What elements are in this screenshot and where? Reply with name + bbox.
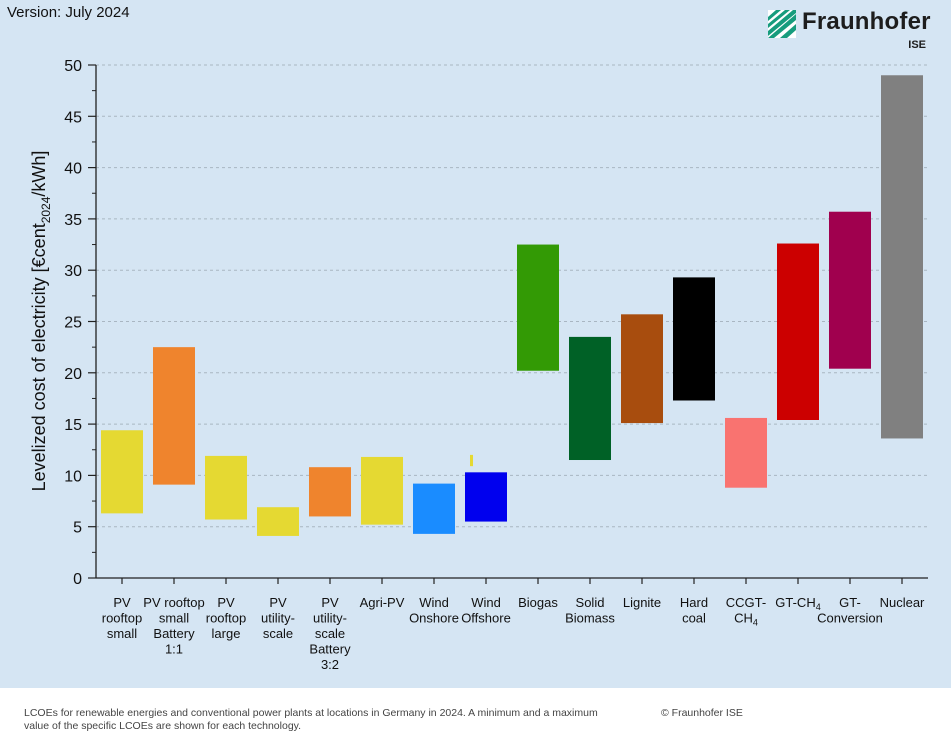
y-axis-label: Levelized cost of electricity [€cent2024… <box>29 151 53 492</box>
category-label: CCGT-CH4​ <box>726 595 766 628</box>
category-label: Biogas <box>518 595 558 610</box>
category-label-line: scale <box>263 626 293 641</box>
range-bar <box>153 347 195 485</box>
category-label: PV utility-scale <box>261 595 295 641</box>
range-bar <box>205 455 247 520</box>
category-label: GT-CH4​ <box>775 595 820 612</box>
category-label-line: Biomass <box>565 611 615 626</box>
category-label-line: Wind <box>471 595 501 610</box>
category-label: Solid Biomass <box>565 595 615 626</box>
range-bar <box>725 417 767 488</box>
category-label: Wind Offshore <box>461 595 511 626</box>
fraunhofer-logo-icon <box>768 10 796 38</box>
range-bar <box>517 244 559 371</box>
footer: LCOEs for renewable energies and convent… <box>0 688 951 735</box>
offshore-marker <box>470 454 473 467</box>
category-label-line: rooftop <box>206 611 246 626</box>
axes: 0 5 10 15 20 25 30 35 40 45 50 <box>64 58 928 588</box>
y-tick-label: 0 <box>73 571 82 588</box>
logo-subtitle: ISE <box>908 39 926 51</box>
category-label-line: Nuclear <box>880 595 925 610</box>
fraunhofer-logo: Fraunhofer ISE <box>768 8 931 54</box>
category-label-line: small <box>159 611 189 626</box>
category-label-line: CCGT- <box>726 595 766 610</box>
category-label: PV rooftop small <box>102 595 142 641</box>
category-label-line: small <box>107 626 137 641</box>
category-label-line: Wind <box>419 595 449 610</box>
category-label-line: PV <box>269 595 287 610</box>
category-label: Wind Onshore <box>409 595 459 626</box>
range-bar <box>257 507 299 536</box>
y-tick-label: 35 <box>64 212 82 229</box>
range-bar <box>621 314 663 424</box>
category-label-line: Battery <box>309 642 351 657</box>
figure-caption: LCOEs for renewable energies and convent… <box>24 707 598 732</box>
category-label-line: 3:2 <box>321 657 339 672</box>
y-tick-label: 40 <box>64 161 82 178</box>
category-label: GT-Conversion <box>817 595 883 626</box>
category-label: Lignite <box>623 595 661 610</box>
category-label: Agri-PV <box>360 595 405 610</box>
y-tick-label: 45 <box>64 109 82 126</box>
range-bar <box>829 211 871 369</box>
grid-lines <box>96 64 928 528</box>
range-bar <box>881 75 923 439</box>
y-tick-label: 5 <box>73 520 82 537</box>
bars <box>101 75 923 536</box>
category-label: PV utility-scale Battery 3:2 <box>309 595 351 672</box>
category-label: Hard coal <box>680 595 708 626</box>
category-label-line: CH4​ <box>734 611 758 628</box>
category-label: PV rooftop large <box>206 595 246 641</box>
category-label-line: 1:1 <box>165 642 183 657</box>
category-label-line: Biogas <box>518 595 558 610</box>
category-label-line: scale <box>315 626 345 641</box>
range-bar <box>465 472 507 522</box>
category-label-line: rooftop <box>102 611 142 626</box>
category-label-line: Lignite <box>623 595 661 610</box>
figure-panel: Version: July 2024 Fraunhofer ISE 0 5 10 15… <box>0 0 951 688</box>
category-label-line: coal <box>682 611 706 626</box>
category-label: PV rooftop small Battery 1:1 <box>143 595 204 657</box>
version-label: Version: July 2024 <box>7 4 130 21</box>
category-label-line: Agri-PV <box>360 595 405 610</box>
category-label-line: PV <box>321 595 339 610</box>
category-label-line: Hard <box>680 595 708 610</box>
category-label-line: PV rooftop <box>143 595 204 610</box>
copyright-notice: © Fraunhofer ISE <box>661 707 743 719</box>
logo-wordmark: Fraunhofer <box>802 8 931 35</box>
category-label-line: utility- <box>313 611 347 626</box>
category-label: Nuclear <box>880 595 925 610</box>
y-tick-label: 10 <box>64 468 82 485</box>
y-tick-label: 20 <box>64 366 82 383</box>
y-tick-label: 30 <box>64 263 82 280</box>
range-bar <box>309 467 351 517</box>
range-bar <box>101 430 143 514</box>
category-label-line: large <box>212 626 241 641</box>
y-tick-label: 50 <box>64 58 82 75</box>
category-label-line: Conversion <box>817 611 883 626</box>
range-bar <box>673 277 715 401</box>
category-label-line: Solid <box>576 595 605 610</box>
range-bar <box>569 336 611 461</box>
category-label-line: Offshore <box>461 611 511 626</box>
range-bar <box>413 483 455 534</box>
category-label-line: GT- <box>839 595 861 610</box>
category-label-line: PV <box>113 595 131 610</box>
y-tick-label: 25 <box>64 315 82 332</box>
category-label-line: PV <box>217 595 235 610</box>
y-tick-label: 15 <box>64 417 82 434</box>
range-bar <box>361 456 403 525</box>
category-label-line: utility- <box>261 611 295 626</box>
range-bar <box>777 243 819 420</box>
category-label-line: Battery <box>153 626 195 641</box>
category-label-line: GT-CH4​ <box>775 595 820 612</box>
category-label-line: Onshore <box>409 611 459 626</box>
